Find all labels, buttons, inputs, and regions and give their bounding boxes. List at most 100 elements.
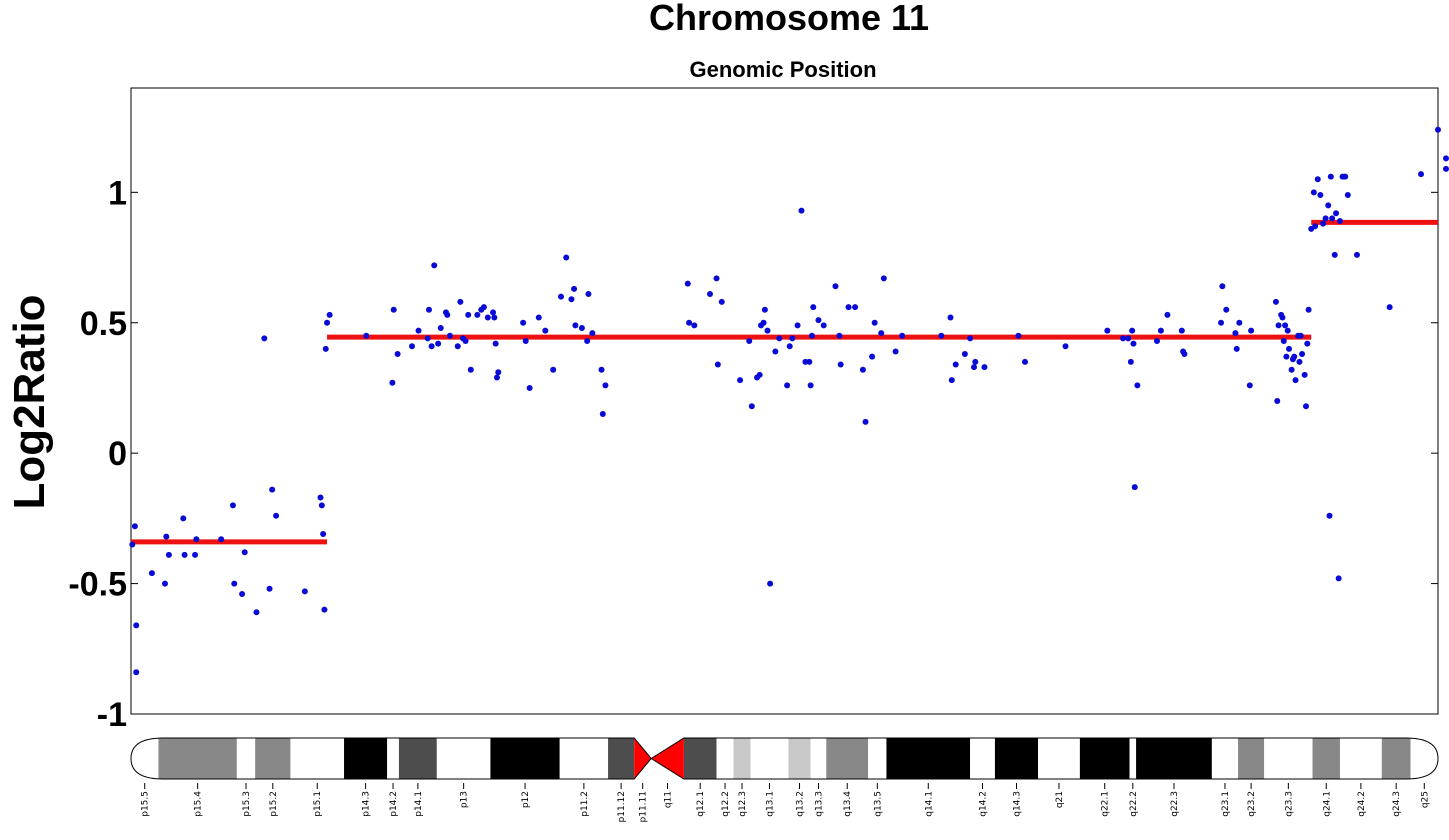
data-point — [454, 343, 461, 350]
chromosome-ideogram: p15.5 p15.4 p15.3 p15.2 p15.1 p14.3 p14.2 p14.1… — [130, 737, 1439, 822]
ideogram-band — [436, 738, 491, 779]
ideogram-outline — [130, 737, 1439, 780]
ideogram-band — [344, 738, 388, 779]
data-point — [1236, 319, 1243, 326]
data-point — [1292, 377, 1299, 384]
data-point — [1181, 351, 1188, 358]
data-point — [971, 364, 978, 371]
data-point — [317, 494, 324, 501]
band-label: q13.5 — [873, 791, 883, 817]
band-label: p15.1 — [313, 791, 323, 817]
data-point — [691, 322, 698, 329]
data-point — [1418, 171, 1425, 178]
ideogram-band — [490, 738, 560, 779]
data-point — [394, 351, 401, 358]
y-tick-label: -1 — [97, 696, 127, 734]
data-point — [767, 580, 774, 587]
ideogram-band — [750, 738, 789, 779]
band-label: q13.3 — [814, 791, 824, 817]
data-point — [589, 330, 596, 337]
data-point — [1319, 220, 1326, 227]
data-point — [599, 411, 606, 418]
data-point — [148, 570, 155, 577]
data-point — [972, 358, 979, 365]
data-point — [269, 486, 276, 493]
data-point — [1279, 314, 1286, 321]
data-point — [584, 338, 591, 345]
data-point — [859, 366, 866, 373]
data-point — [1130, 340, 1137, 347]
ideogram-band — [1211, 738, 1239, 779]
data-point — [748, 403, 755, 410]
data-point — [467, 366, 474, 373]
data-point — [737, 377, 744, 384]
band-label: p15.5 — [141, 791, 151, 817]
data-point — [820, 322, 827, 329]
data-point — [495, 369, 502, 376]
data-point — [491, 314, 498, 321]
plot-area-frame — [130, 87, 1439, 715]
data-point — [1291, 353, 1298, 360]
data-point — [1333, 210, 1340, 217]
ideogram-band — [970, 738, 995, 779]
band-label: q22.1 — [1101, 791, 1111, 817]
ideogram-band — [1312, 738, 1340, 779]
data-point — [1275, 322, 1282, 329]
band-label: p14.2 — [389, 791, 399, 817]
data-point — [598, 366, 605, 373]
ideogram-band — [398, 738, 437, 779]
data-point — [389, 379, 396, 386]
y-tick-label: 0.5 — [80, 305, 127, 343]
ideogram-band — [387, 738, 399, 779]
ideogram-band — [994, 738, 1039, 779]
data-point — [1131, 484, 1138, 491]
data-point — [1336, 218, 1343, 225]
data-point — [568, 296, 575, 303]
data-point — [131, 523, 138, 530]
data-point — [129, 541, 136, 548]
data-point — [806, 358, 813, 365]
band-label: q13.1 — [765, 791, 775, 817]
data-point — [1284, 327, 1291, 334]
data-point — [1335, 575, 1342, 582]
data-point — [165, 551, 172, 558]
band-label: q14.3 — [1012, 791, 1022, 817]
data-point — [684, 280, 691, 287]
data-point — [1301, 371, 1308, 378]
data-point — [794, 322, 801, 329]
ideogram-band — [886, 738, 971, 779]
data-point — [572, 322, 579, 329]
data-point — [318, 502, 325, 509]
data-point — [1104, 327, 1111, 334]
data-point — [1304, 340, 1311, 347]
data-point — [815, 317, 822, 324]
data-point — [180, 515, 187, 522]
ideogram-band — [1129, 738, 1137, 779]
ideogram-band — [255, 738, 291, 779]
data-point — [602, 382, 609, 389]
data-point — [474, 311, 481, 318]
band-label: q12.1 — [696, 791, 706, 817]
data-point — [948, 377, 955, 384]
data-point — [981, 364, 988, 371]
data-point — [1218, 319, 1225, 326]
data-point — [218, 536, 225, 543]
ideogram-band — [868, 738, 887, 779]
data-point — [161, 580, 168, 587]
data-point — [1134, 382, 1141, 389]
data-point — [465, 311, 472, 318]
data-point — [1272, 298, 1279, 305]
data-point — [324, 319, 331, 326]
data-point — [1296, 358, 1303, 365]
ideogram-band — [788, 738, 811, 779]
data-point — [522, 338, 529, 345]
ideogram-band — [608, 738, 635, 779]
data-point — [253, 609, 260, 616]
data-point — [713, 275, 720, 282]
centromere-p-arm — [634, 738, 652, 779]
data-point — [520, 319, 527, 326]
data-point — [425, 306, 432, 313]
data-point — [1157, 327, 1164, 334]
data-point — [435, 340, 442, 347]
band-label: p12 — [521, 791, 531, 808]
